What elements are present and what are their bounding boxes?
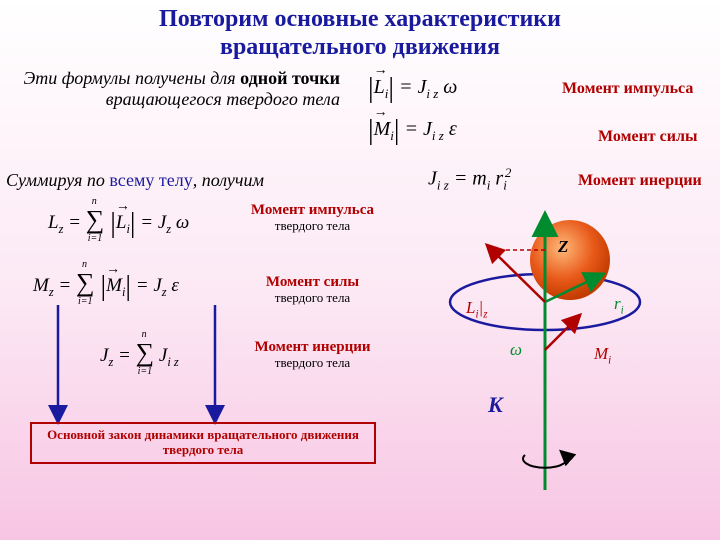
sumline-blue: всему телу [109,170,192,190]
sumline-pre: Суммируя по [6,170,109,190]
label-angmom: Момент импульса [562,80,693,98]
law-box: Основной закон динамики вращательного дв… [30,422,376,464]
law-line2: твердого тела [163,442,244,457]
formula-Lz: Lz = ∑ni=1|Li| = Jz ω [48,205,189,240]
dl-ri: ri [614,294,624,316]
arrows-to-law [30,265,230,435]
label-torque: Момент силы [598,128,697,146]
label-inertia: Момент инерции [578,172,702,190]
body-torque: Момент силы [266,274,359,290]
sum-intro: Суммируя по всему телу, получим [6,170,264,191]
dl-omega: ω [510,340,522,360]
intro-text: Эти формулы получены для одной точки вра… [10,68,340,109]
dl-Mi: Mi [594,344,611,366]
sumline-post: , получим [193,170,264,190]
dl-K: K [488,392,503,418]
title-line2: вращательного движения [220,34,500,60]
body-sub2: твердого тела [275,290,350,305]
body-sub3: твердого тела [275,355,350,370]
intro-bold: одной точки [240,68,340,88]
intro-post: вращающегося твердого тела [106,89,340,109]
formula-Jiz: Ji z = mi ri2 [428,165,511,194]
label-Mz: Момент силы твердого тела [240,275,385,307]
dl-Z: Z [558,237,568,257]
formula-Mi: |Mi| = Ji z ε [368,115,457,147]
body-angmom: Момент импульса [251,202,374,218]
title-line1: Повторим основные характеристики [159,6,561,32]
label-Jz: Момент инерции твердого тела [240,340,385,372]
law-line1: Основной закон динамики вращательного дв… [47,427,359,442]
body-sub1: твердого тела [275,218,350,233]
dl-Li: Li|z [466,298,488,320]
intro-pre: Эти формулы получены для [23,68,240,88]
body-inertia: Момент инерции [254,339,370,355]
slide-title: Повторим основные характеристики вращате… [0,0,720,61]
formula-Li: |Li| = Ji z ω [368,73,457,105]
label-Lz: Момент импульса твердого тела [240,203,385,235]
